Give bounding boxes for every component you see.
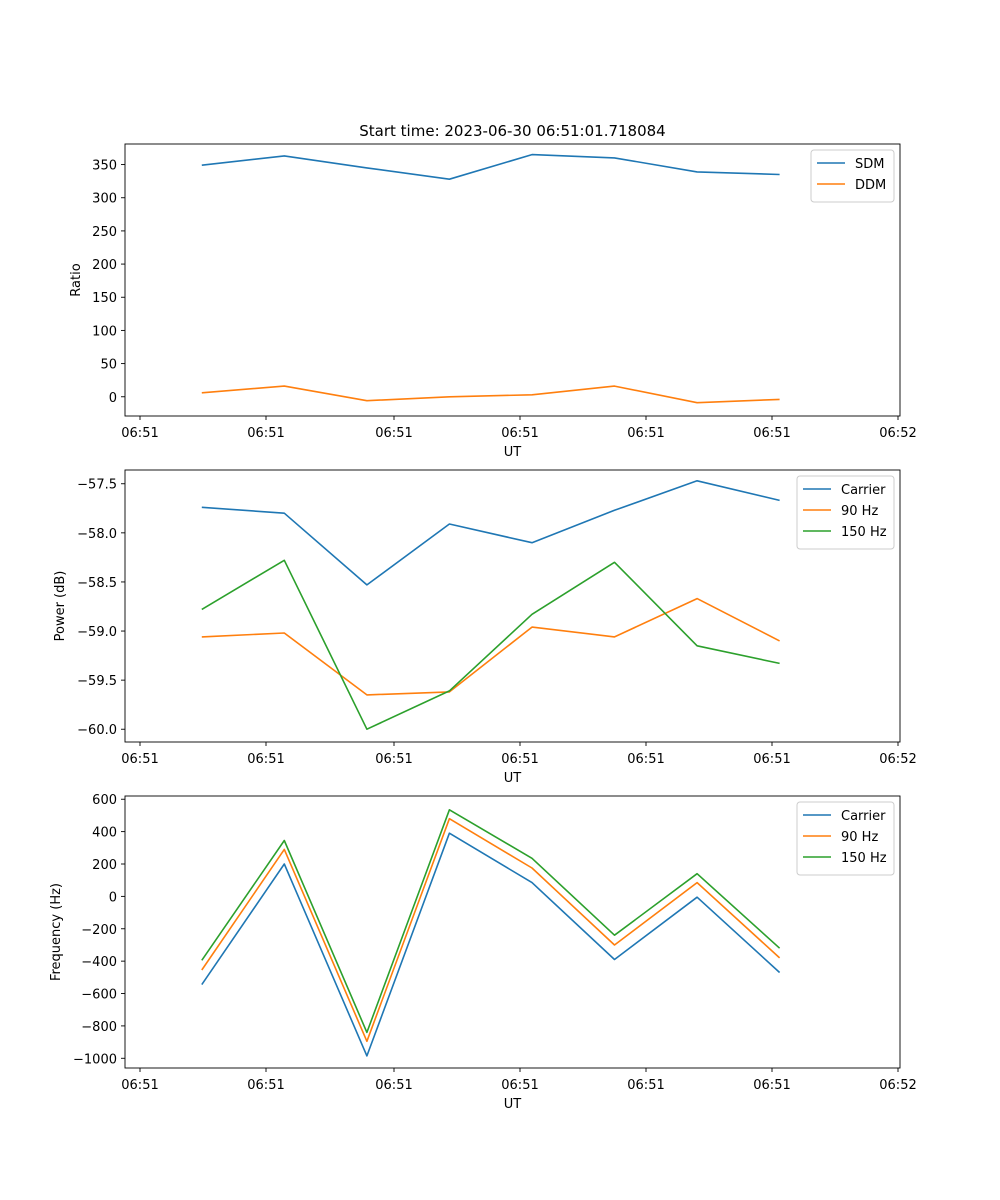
panel-2: −60.0 −59.5 −59.0 −58.5 −58.0 −57.5 06:51 06:51…	[53, 469, 917, 786]
y-tick-label: 150	[92, 291, 117, 306]
y-tick-label: 200	[92, 258, 117, 273]
legend-label: 150 Hz	[841, 525, 887, 540]
y-tick-label: −58.5	[77, 576, 117, 591]
axes-frame	[124, 143, 901, 417]
series-line-90-hz	[201, 817, 781, 1043]
axes-frame	[124, 469, 901, 743]
panels-container: 0 50 100 150 200 250 300 350 06:51 06:51 06:51 06:5…	[49, 143, 917, 1112]
x-tick-label: 06:51	[501, 1078, 538, 1093]
y-tick-label: −59.0	[77, 625, 117, 640]
y-tick-label: −58.0	[77, 527, 117, 542]
y-tick-label: 0	[109, 890, 117, 905]
panel-1: 0 50 100 150 200 250 300 350 06:51 06:51 06:51 06:5…	[69, 143, 917, 460]
y-tick-label: 100	[92, 324, 117, 339]
x-tick-label: 06:51	[501, 426, 538, 441]
y-tick-label: 400	[92, 826, 117, 841]
legend: SDM DDM	[810, 149, 895, 203]
series-line-sdm	[201, 153, 780, 180]
x-tick-label: 06:51	[501, 752, 538, 767]
legend-label: SDM	[855, 157, 884, 172]
y-tick-label: −800	[81, 1020, 117, 1035]
x-tick-label: 06:51	[753, 1078, 790, 1093]
figure-title: Start time: 2023-06-30 06:51:01.718084	[359, 122, 665, 140]
y-tick-label: 0	[109, 391, 117, 406]
x-tick-label: 06:51	[627, 752, 664, 767]
legend-label: 90 Hz	[841, 830, 878, 845]
x-axis-label: UT	[504, 1097, 522, 1112]
series-line-150-hz	[201, 808, 781, 1034]
x-tick-label: 06:51	[121, 1078, 158, 1093]
legend-label: 90 Hz	[841, 504, 878, 519]
y-tick-label: −200	[81, 923, 117, 938]
x-tick-label: 06:51	[121, 752, 158, 767]
y-tick-label: −400	[81, 955, 117, 970]
legend-label: Carrier	[841, 809, 886, 824]
legend-label: 150 Hz	[841, 851, 887, 866]
x-tick-label: 06:52	[879, 1078, 916, 1093]
y-tick-label: 600	[92, 793, 117, 808]
y-tick-label: −59.5	[77, 674, 117, 689]
legend-label: Carrier	[841, 483, 886, 498]
x-axis-label: UT	[504, 771, 522, 786]
x-tick-label: 06:51	[627, 1078, 664, 1093]
x-tick-label: 06:51	[121, 426, 158, 441]
y-tick-label: 50	[100, 358, 117, 373]
axes-frame	[124, 795, 901, 1069]
x-tick-label: 06:51	[753, 752, 790, 767]
x-tick-label: 06:51	[753, 426, 790, 441]
y-tick-label: 200	[92, 858, 117, 873]
x-tick-label: 06:51	[375, 1078, 412, 1093]
series-line-carrier	[201, 832, 781, 1057]
y-tick-label: 350	[92, 159, 117, 174]
y-axis-label: Ratio	[69, 263, 84, 296]
legend: Carrier 90 Hz 150 Hz	[796, 475, 895, 550]
y-tick-label: 300	[92, 192, 117, 207]
series-line-carrier	[201, 479, 780, 586]
legend-label: DDM	[855, 178, 886, 193]
y-axis-label: Power (dB)	[53, 571, 68, 642]
y-tick-label: −1000	[73, 1052, 117, 1067]
y-tick-label: −57.5	[77, 478, 117, 493]
y-axis-label: Frequency (Hz)	[49, 883, 64, 981]
x-tick-label: 06:51	[247, 426, 284, 441]
series-line-90-hz	[201, 597, 780, 696]
y-tick-label: −60.0	[77, 723, 117, 738]
x-tick-label: 06:52	[879, 426, 916, 441]
series-line-ddm	[201, 385, 780, 404]
x-axis-label: UT	[504, 445, 522, 460]
x-tick-label: 06:51	[627, 426, 664, 441]
x-tick-label: 06:51	[375, 426, 412, 441]
y-tick-label: 250	[92, 225, 117, 240]
x-tick-label: 06:51	[247, 1078, 284, 1093]
panel-3: −1000 −800 −600 −400 −200 0 200 400 600 06:51 06:5…	[49, 793, 917, 1112]
x-tick-label: 06:51	[247, 752, 284, 767]
series-line-150-hz	[201, 559, 780, 731]
y-tick-label: −600	[81, 988, 117, 1003]
x-tick-label: 06:51	[375, 752, 412, 767]
legend: Carrier 90 Hz 150 Hz	[796, 801, 895, 876]
x-tick-label: 06:52	[879, 752, 916, 767]
